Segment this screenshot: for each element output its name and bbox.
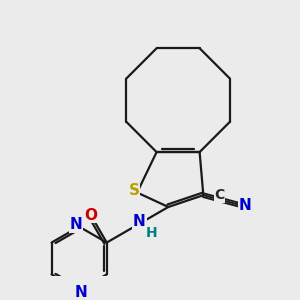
Text: N: N [133, 214, 146, 229]
Text: N: N [239, 198, 251, 213]
Text: N: N [70, 217, 83, 232]
Text: N: N [75, 285, 87, 300]
Text: C: C [214, 188, 225, 202]
Text: H: H [146, 226, 158, 240]
Text: S: S [129, 183, 140, 198]
Text: O: O [84, 208, 97, 223]
